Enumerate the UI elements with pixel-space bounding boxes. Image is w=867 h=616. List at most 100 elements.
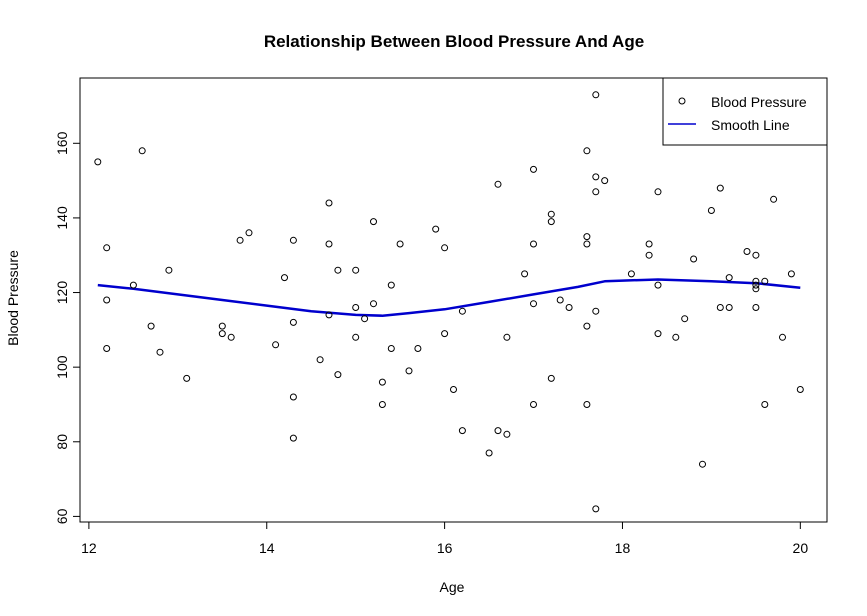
data-point <box>227 333 235 341</box>
data-point <box>387 281 395 289</box>
data-point <box>458 307 466 315</box>
data-point <box>325 311 333 319</box>
data-point <box>530 300 537 308</box>
data-point <box>654 188 662 196</box>
data-point <box>334 371 342 379</box>
data-point <box>103 345 111 352</box>
data-point <box>387 345 395 352</box>
data-point <box>352 266 360 274</box>
data-point <box>627 270 635 278</box>
data-point <box>485 449 493 457</box>
legend-label-smooth-line: Smooth Line <box>711 117 790 133</box>
legend-point-marker <box>678 97 686 105</box>
data-point <box>583 240 591 248</box>
data-point <box>716 184 724 192</box>
data-point <box>129 281 137 289</box>
data-point <box>672 333 680 341</box>
x-axis: 12 14 16 18 20 <box>81 521 809 556</box>
y-tick-label: 140 <box>54 206 70 230</box>
data-point <box>147 322 155 330</box>
data-point <box>592 188 600 196</box>
data-point <box>779 333 786 341</box>
data-point <box>716 304 724 311</box>
data-point <box>103 244 111 252</box>
data-point <box>654 330 662 338</box>
data-point <box>352 333 360 341</box>
data-point <box>770 195 778 203</box>
data-point <box>583 233 591 241</box>
data-point <box>441 330 449 338</box>
data-point <box>707 207 715 214</box>
y-tick-label: 60 <box>54 508 70 524</box>
data-point <box>370 218 377 226</box>
data-point <box>725 274 733 282</box>
y-tick-label: 80 <box>54 434 70 450</box>
data-point <box>503 430 511 438</box>
data-point <box>556 296 564 304</box>
data-point <box>787 270 795 278</box>
y-tick-label: 160 <box>54 131 70 155</box>
smooth-line-layer <box>97 278 801 317</box>
data-point <box>218 330 226 338</box>
x-axis-label: Age <box>440 579 465 595</box>
data-point <box>681 315 689 323</box>
data-point <box>752 251 760 259</box>
data-point <box>245 229 253 237</box>
data-point <box>316 356 324 364</box>
smooth-line <box>97 278 801 317</box>
legend: Blood Pressure Smooth Line <box>662 77 828 146</box>
y-axis: 60 80 100 120 140 160 <box>54 131 81 524</box>
data-point <box>494 427 502 435</box>
data-point <box>138 147 146 155</box>
data-point <box>325 199 333 207</box>
data-point <box>289 236 297 244</box>
y-tick-label: 120 <box>54 281 70 305</box>
data-point <box>530 240 537 248</box>
chart-title: Relationship Between Blood Pressure And … <box>264 32 644 51</box>
data-point <box>165 266 173 274</box>
data-point <box>592 173 600 181</box>
data-point <box>450 386 457 393</box>
data-point <box>405 367 413 375</box>
data-point <box>503 333 511 341</box>
data-point <box>752 285 760 293</box>
data-point <box>752 304 760 311</box>
data-point <box>103 296 111 304</box>
data-point <box>289 393 297 401</box>
data-point <box>761 277 769 285</box>
data-point <box>183 374 191 382</box>
data-point <box>592 91 600 99</box>
data-point <box>521 270 529 278</box>
data-point <box>281 274 288 282</box>
data-point <box>583 401 591 408</box>
points-layer <box>94 91 804 513</box>
data-point <box>583 322 591 330</box>
data-point <box>530 165 537 173</box>
data-point <box>645 240 653 248</box>
data-point <box>547 210 555 218</box>
data-point <box>218 322 226 330</box>
x-tick-label: 16 <box>437 540 453 556</box>
x-tick-label: 18 <box>615 540 631 556</box>
data-point <box>565 304 573 311</box>
data-point <box>690 255 698 263</box>
data-point <box>94 158 102 166</box>
data-point <box>414 345 422 352</box>
data-point <box>530 401 537 408</box>
data-point <box>289 318 297 326</box>
x-tick-label: 20 <box>793 540 809 556</box>
y-axis-label: Blood Pressure <box>5 250 21 346</box>
data-point <box>583 147 591 155</box>
data-point <box>156 348 164 356</box>
data-point <box>645 251 653 259</box>
data-point <box>547 374 555 382</box>
data-point <box>396 240 404 248</box>
data-point <box>494 180 502 188</box>
data-point <box>796 386 804 393</box>
data-point <box>654 281 662 289</box>
data-point <box>547 218 555 226</box>
data-point <box>432 225 440 233</box>
data-point <box>236 236 244 244</box>
data-point <box>725 304 733 311</box>
